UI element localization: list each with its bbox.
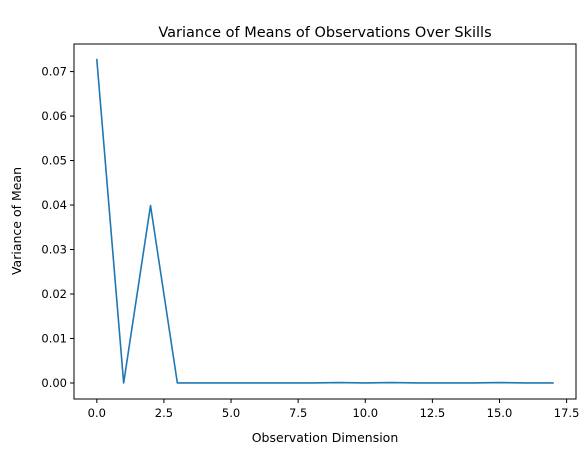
x-tick-label: 17.5 xyxy=(554,406,580,420)
x-tick-label: 15.0 xyxy=(487,406,513,420)
x-tick-label: 0.0 xyxy=(88,406,106,420)
x-axis: 0.0 2.5 5.0 7.5 10.0 12.5 15.0 17.5 xyxy=(88,399,580,420)
y-tick-label: 0.02 xyxy=(41,287,67,301)
y-axis: 0.00 0.01 0.02 0.03 0.04 0.05 0.06 0.07 xyxy=(41,65,74,390)
y-tick-label: 0.03 xyxy=(41,243,67,257)
y-tick-label: 0.04 xyxy=(41,198,67,212)
y-tick-label: 0.05 xyxy=(41,154,67,168)
y-tick-label: 0.07 xyxy=(41,65,67,79)
series-line-0 xyxy=(96,58,554,384)
x-tick-label: 5.0 xyxy=(222,406,240,420)
y-tick-label: 0.06 xyxy=(41,109,67,123)
y-axis-label: Variance of Mean xyxy=(9,167,24,275)
x-tick-label: 2.5 xyxy=(155,406,173,420)
chart-title: Variance of Means of Observations Over S… xyxy=(158,25,491,41)
y-tick-label: 0.00 xyxy=(41,376,67,390)
x-tick-label: 10.0 xyxy=(352,406,378,420)
x-tick-label: 12.5 xyxy=(420,406,446,420)
x-axis-label: Observation Dimension xyxy=(252,430,399,445)
plot-area-frame xyxy=(73,43,577,400)
x-tick-label: 7.5 xyxy=(289,406,307,420)
y-tick-label: 0.01 xyxy=(41,331,67,345)
series-layer xyxy=(96,58,554,384)
